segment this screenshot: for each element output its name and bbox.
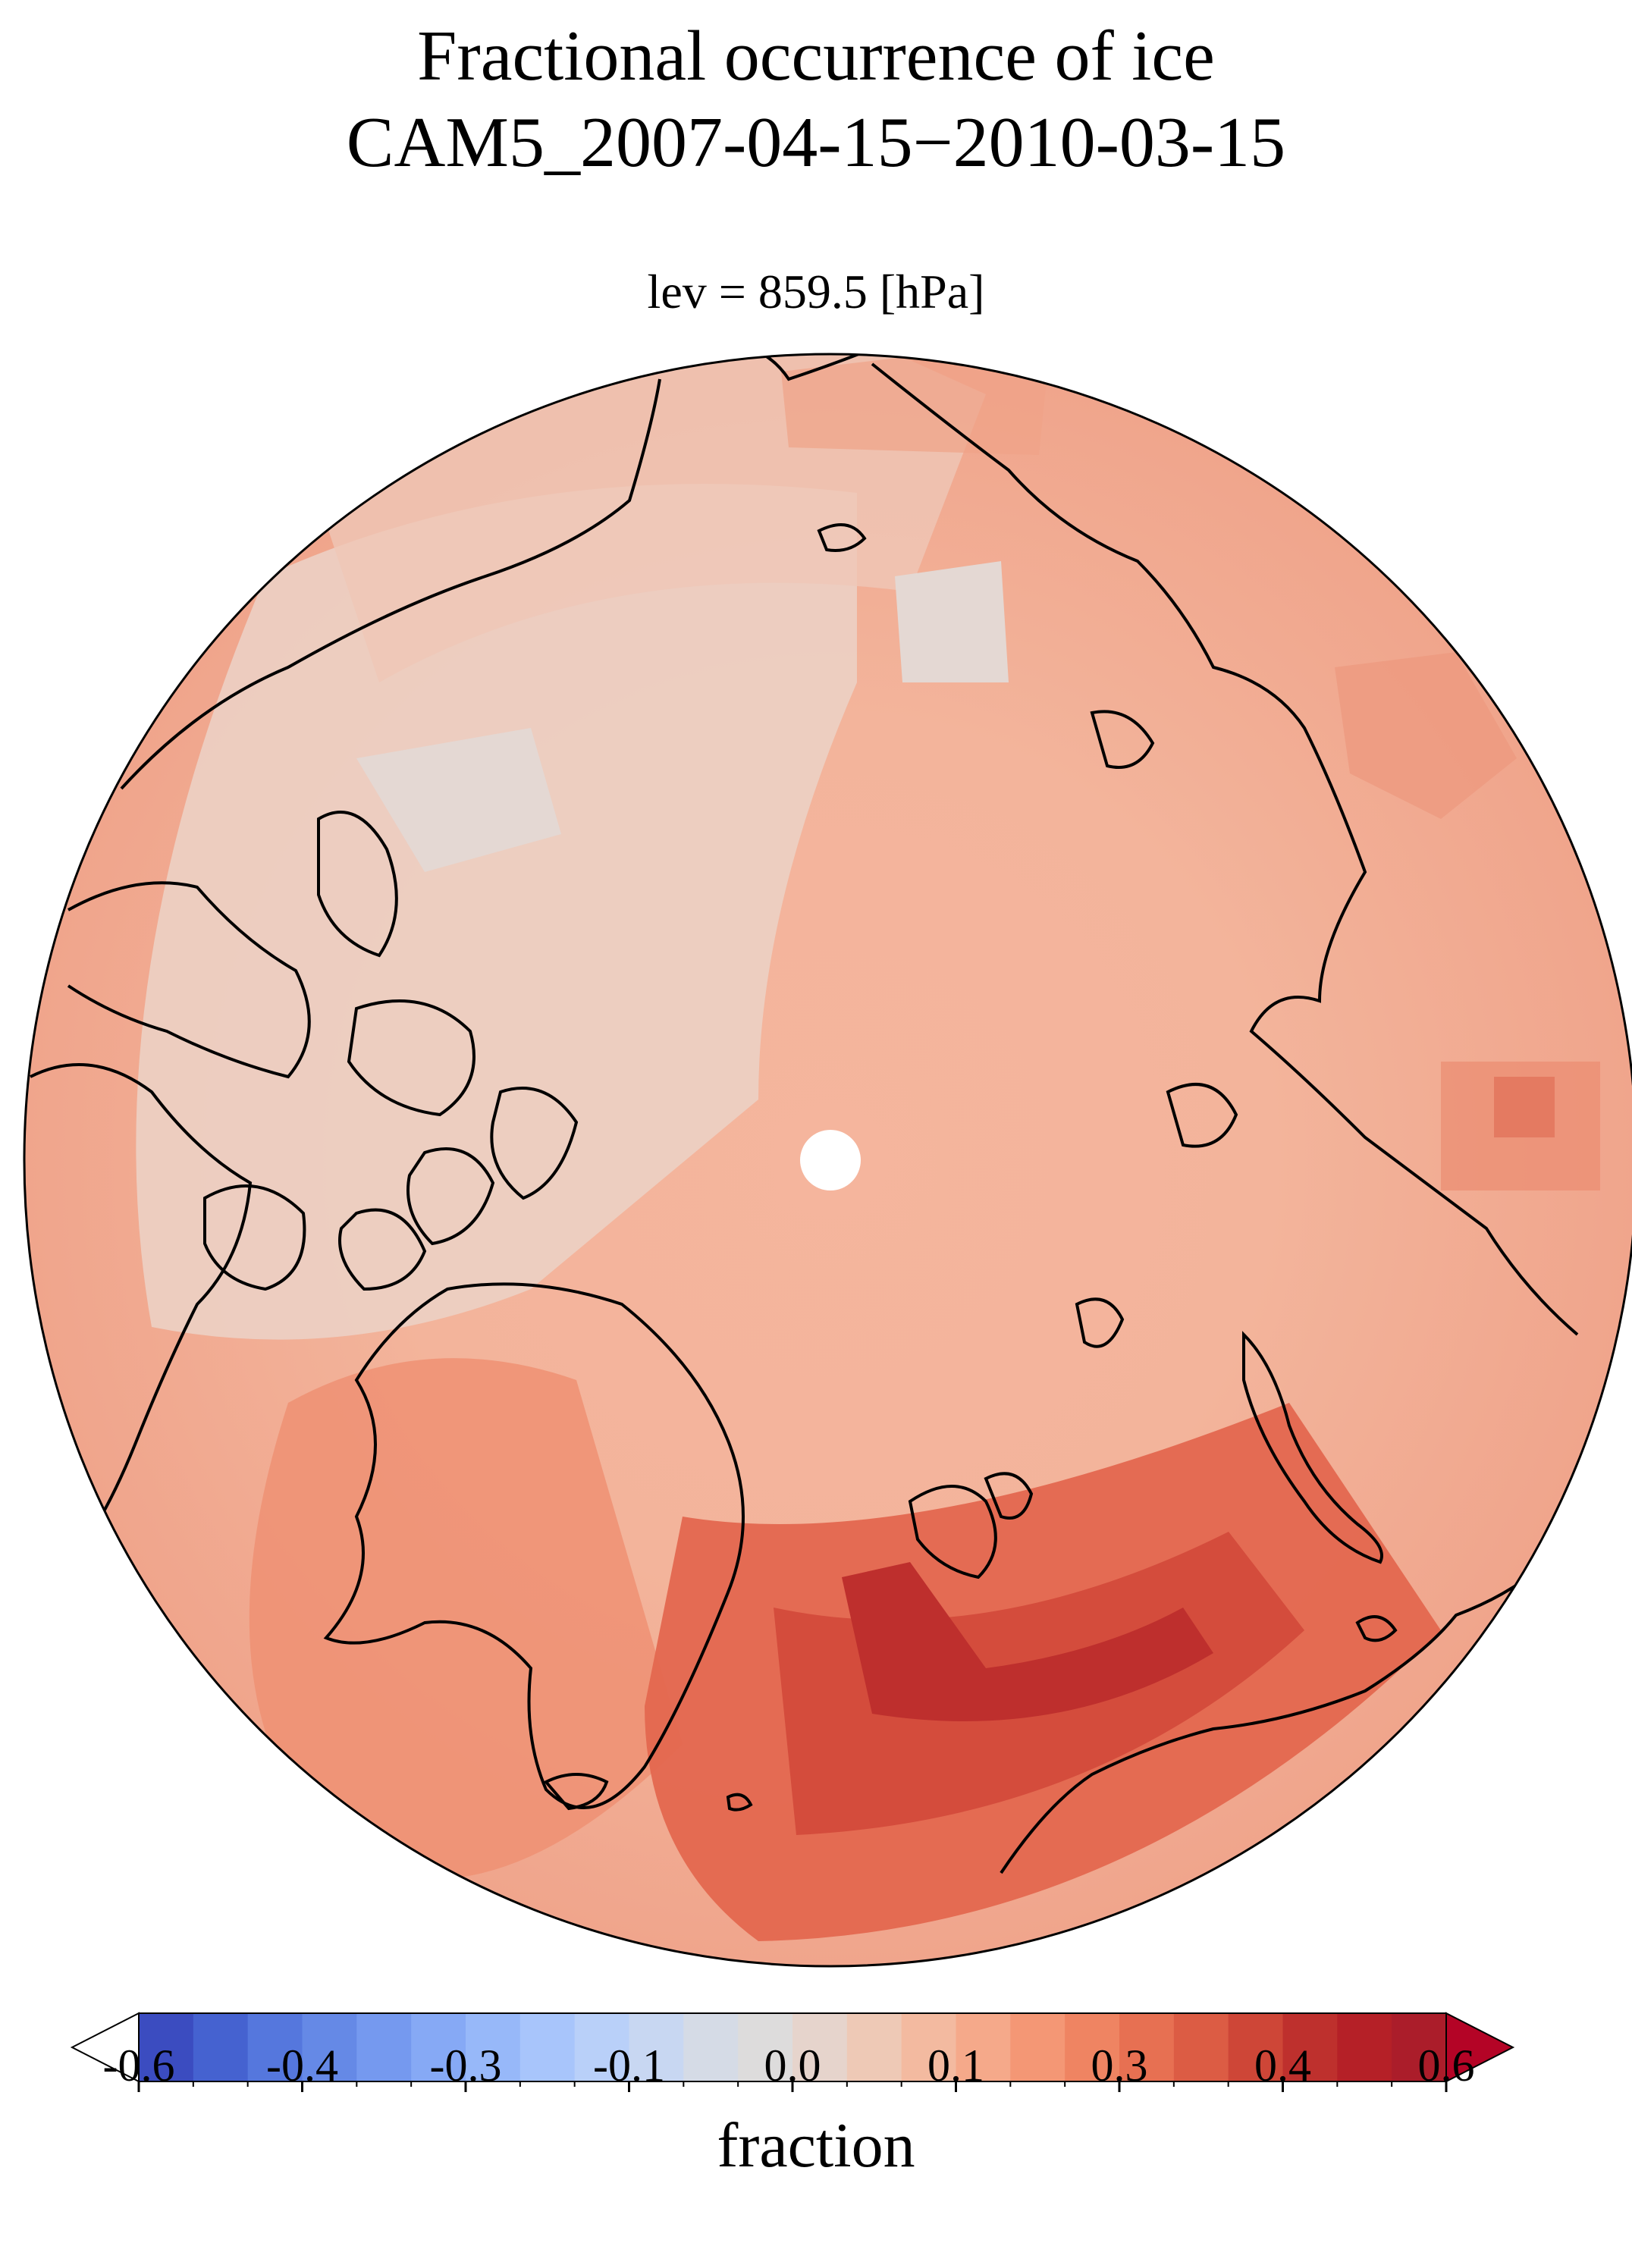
colorbar-cell	[792, 2013, 848, 2081]
medium-region-northeast	[1335, 652, 1517, 819]
figure-title-line-1: Fractional occurrence of ice	[417, 17, 1215, 96]
colorbar-tick-label: 0.4	[1254, 2041, 1311, 2091]
colorbar-tick-label: 0.6	[1417, 2041, 1475, 2091]
colorbar-cell	[1282, 2013, 1338, 2081]
colorbar-cell	[738, 2013, 793, 2081]
colorbar-cell	[302, 2013, 357, 2081]
coastlines	[24, 354, 1579, 1874]
colorbar-tick-label: -0.3	[429, 2041, 502, 2091]
figure-title-line-2: CAM5_2007-04-15−2010-03-15	[346, 103, 1286, 182]
medium-cell-east	[1441, 1062, 1600, 1190]
colorbar-cell	[247, 2013, 303, 2081]
colorbar-cell	[1010, 2013, 1066, 2081]
colorbar-cell	[519, 2013, 576, 2081]
colorbar-tick-label: -0.6	[102, 2041, 175, 2091]
colorbar-cell	[1392, 2013, 1447, 2081]
high-region-core	[842, 1562, 1213, 1721]
colorbar-cell	[411, 2013, 466, 2081]
medium-region-north	[781, 356, 1047, 455]
colorbar-cell	[1173, 2013, 1229, 2081]
colorbar-tick-label: 0.1	[927, 2041, 984, 2091]
colorbar-tick-label: 0.0	[764, 2041, 821, 2091]
colorbar-cell	[139, 2013, 194, 2081]
colorbar-cell	[901, 2013, 957, 2081]
colorbar-ticks	[137, 2081, 1448, 2092]
colorbar-cell	[466, 2013, 521, 2081]
colorbar-cell	[1065, 2013, 1120, 2081]
colorbar-cell	[1119, 2013, 1175, 2081]
pole-gap	[800, 1130, 861, 1190]
map-boundary	[23, 353, 1632, 1968]
colorbar-cell	[1337, 2013, 1392, 2081]
colorbar-cell	[193, 2013, 249, 2081]
colorbar-tick-label: 0.3	[1091, 2041, 1148, 2091]
pressure-level-subtitle: lev = 859.5 [hPa]	[647, 265, 985, 318]
colorbar-cell	[956, 2013, 1011, 2081]
colorbar-cell	[629, 2013, 684, 2081]
colorbar-cell	[356, 2013, 412, 2081]
colorbar-cell	[683, 2013, 739, 2081]
colorbar-tick-label: -0.4	[266, 2041, 338, 2091]
medium-region-southwest	[249, 1358, 683, 1880]
colorbar-cell	[574, 2013, 630, 2081]
pale-region-canada	[136, 484, 857, 1340]
colorbar-label: fraction	[717, 2110, 915, 2181]
colorbar-cell	[846, 2013, 902, 2081]
colorbar-cells	[139, 2013, 1447, 2081]
palest-cells	[356, 561, 1009, 872]
colorbar-cell	[1228, 2013, 1284, 2081]
colorbar-tick-label: -0.1	[593, 2041, 665, 2091]
